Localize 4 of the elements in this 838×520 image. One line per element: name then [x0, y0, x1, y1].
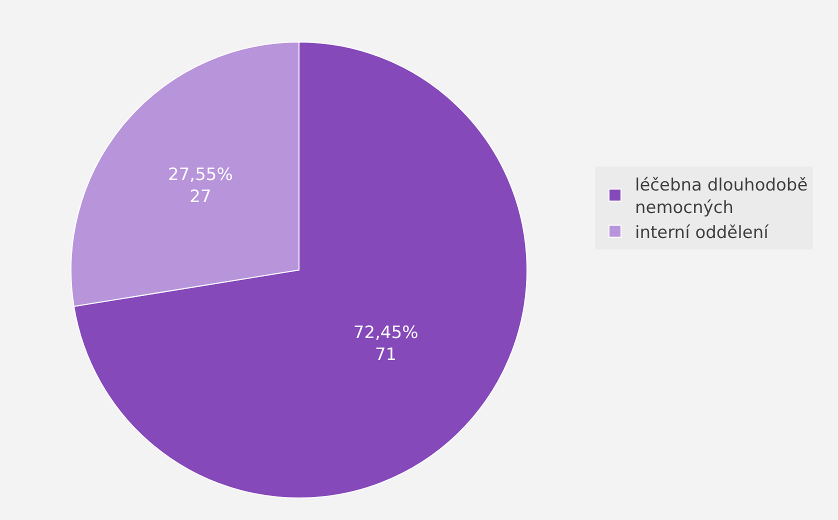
- pie-slice: [73, 42, 528, 498]
- data-label: 27,55% 27: [168, 165, 233, 208]
- data-label: 72,45% 71: [353, 322, 418, 365]
- legend-label: interní oddělení: [634, 222, 770, 243]
